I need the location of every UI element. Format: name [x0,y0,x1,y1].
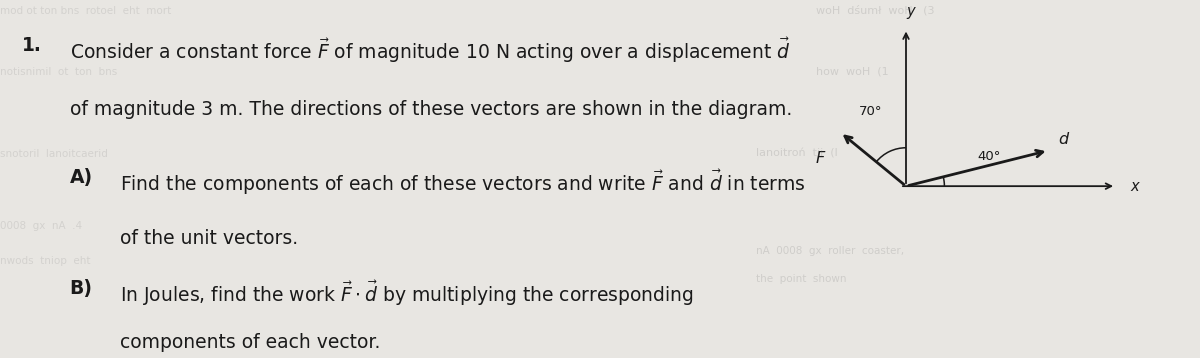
Text: mod ot ton bns  rotoel  eht  mort: mod ot ton bns rotoel eht mort [0,6,172,16]
Text: of the unit vectors.: of the unit vectors. [120,229,298,248]
Text: $x$: $x$ [1130,179,1141,194]
Text: Find the components of each of these vectors and write $\vec{F}$ and $\vec{d}$ i: Find the components of each of these vec… [120,168,805,197]
Text: notisnimil  ot  ton  bns: notisnimil ot ton bns [0,67,118,77]
Text: 40°: 40° [977,150,1001,163]
Text: B): B) [70,279,92,298]
Text: how  woH  (1: how woH (1 [816,67,889,77]
Text: of magnitude 3 m. The directions of these vectors are shown in the diagram.: of magnitude 3 m. The directions of thes… [70,100,792,119]
Text: Consider a constant force $\vec{F}$ of magnitude 10 N acting over a displacement: Consider a constant force $\vec{F}$ of m… [70,36,791,65]
Text: 0008  gx  nA  .4: 0008 gx nA .4 [0,221,82,231]
Text: $y$: $y$ [906,5,918,21]
Text: snotoril  lanoitcaerid: snotoril lanoitcaerid [0,149,108,159]
Text: woH  dśumł  woH   (3: woH dśumł woH (3 [816,5,935,16]
Text: nwods  tniop  eht: nwods tniop eht [0,256,90,266]
Text: components of each vector.: components of each vector. [120,333,380,352]
Text: In Joules, find the work $\vec{F} \cdot \vec{d}$ by multiplying the correspondin: In Joules, find the work $\vec{F} \cdot … [120,279,694,308]
Text: the  point  shown: the point shown [756,274,846,284]
Text: nA  0008  gx  roller  coaster,: nA 0008 gx roller coaster, [756,246,904,256]
Text: $F$: $F$ [815,150,826,166]
Text: A): A) [70,168,92,187]
Text: 70°: 70° [858,105,882,118]
Text: $d$: $d$ [1058,131,1070,147]
Text: lanoitroń  tii  (l: lanoitroń tii (l [756,149,838,159]
Text: 1.: 1. [22,36,42,55]
